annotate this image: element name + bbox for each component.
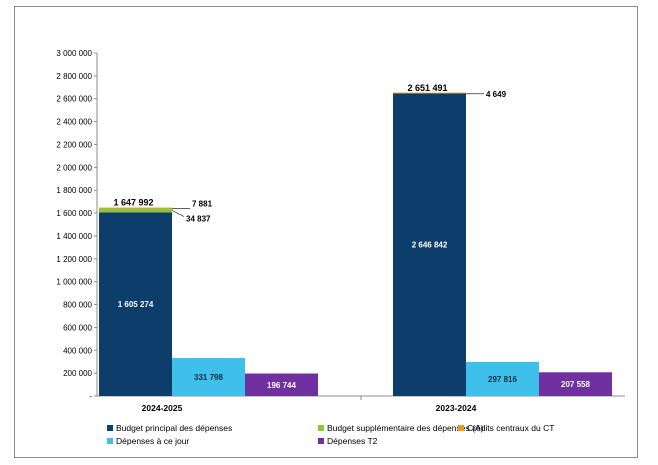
y-tick-label: 3 000 000 <box>56 49 92 58</box>
bar-expenses-to-date <box>466 361 539 396</box>
legend-label: Budget principal des dépenses <box>116 423 232 433</box>
y-tick-label: 1 000 000 <box>56 278 92 287</box>
data-label-expenses-to-date: 331 798 <box>194 373 223 382</box>
legend-label: Crédits centraux du CT <box>467 423 554 433</box>
bar-supplementary <box>99 208 172 213</box>
data-label-total: 1 647 992 <box>113 198 153 208</box>
y-tick-label: 400 000 <box>63 346 92 355</box>
bar-expenses-to-date <box>172 358 245 396</box>
chart-frame: 3 000 000 2 800 000 2 600 000 2 400 000 2 20… <box>14 6 638 458</box>
y-tick-label: - <box>89 392 92 401</box>
leader-line <box>171 210 185 217</box>
bar-expenses-q2 <box>539 372 612 396</box>
data-label-expenses-to-date: 297 816 <box>488 375 517 384</box>
y-tick-label: 800 000 <box>63 301 92 310</box>
y-tick-label: 1 800 000 <box>56 186 92 195</box>
legend-label: Dépenses T2 <box>327 436 378 446</box>
data-label-supplementary: 34 837 <box>186 214 211 223</box>
y-tick-label: 2 200 000 <box>56 140 92 149</box>
y-tick-label: 2 400 000 <box>56 118 92 127</box>
data-label-total: 2 651 491 <box>407 83 447 93</box>
y-tick-label: 1 400 000 <box>56 232 92 241</box>
bar-central-credits <box>393 92 466 94</box>
legend-label: Dépenses à ce jour <box>116 436 189 446</box>
data-label-central-credits: 7 881 <box>192 200 213 209</box>
bar-expenses-q2 <box>245 373 318 396</box>
x-category-label: 2023-2024 <box>436 403 477 413</box>
legend-swatch <box>107 438 113 444</box>
y-tick-label: 2 600 000 <box>56 95 92 104</box>
y-tick-label: 1 200 000 <box>56 255 92 264</box>
legend-swatch <box>318 425 324 431</box>
y-tick-label: 2 800 000 <box>56 72 92 81</box>
data-label-expenses-q2: 196 744 <box>267 381 296 390</box>
legend-swatch <box>318 438 324 444</box>
y-tick-label: 600 000 <box>63 323 92 332</box>
legend-swatch <box>458 425 464 431</box>
bar-chart: 3 000 000 2 800 000 2 600 000 2 400 000 2 20… <box>56 49 625 446</box>
y-tick-label: 2 000 000 <box>56 163 92 172</box>
data-label-central-credits: 4 649 <box>486 90 507 99</box>
bar-main <box>393 93 466 396</box>
x-category-label: 2024-2025 <box>142 403 183 413</box>
y-tick-label: 1 600 000 <box>56 209 92 218</box>
bar-main <box>99 212 172 396</box>
legend-swatch <box>107 425 113 431</box>
bar-central-credits <box>99 207 172 209</box>
legend-label: Budget supplémentaire des dépenses (A) <box>327 423 484 433</box>
data-label-expenses-q2: 207 558 <box>561 380 590 389</box>
data-label-main: 2 646 842 <box>412 241 448 250</box>
data-label-main: 1 605 274 <box>118 300 154 309</box>
y-tick-label: 200 000 <box>63 369 92 378</box>
